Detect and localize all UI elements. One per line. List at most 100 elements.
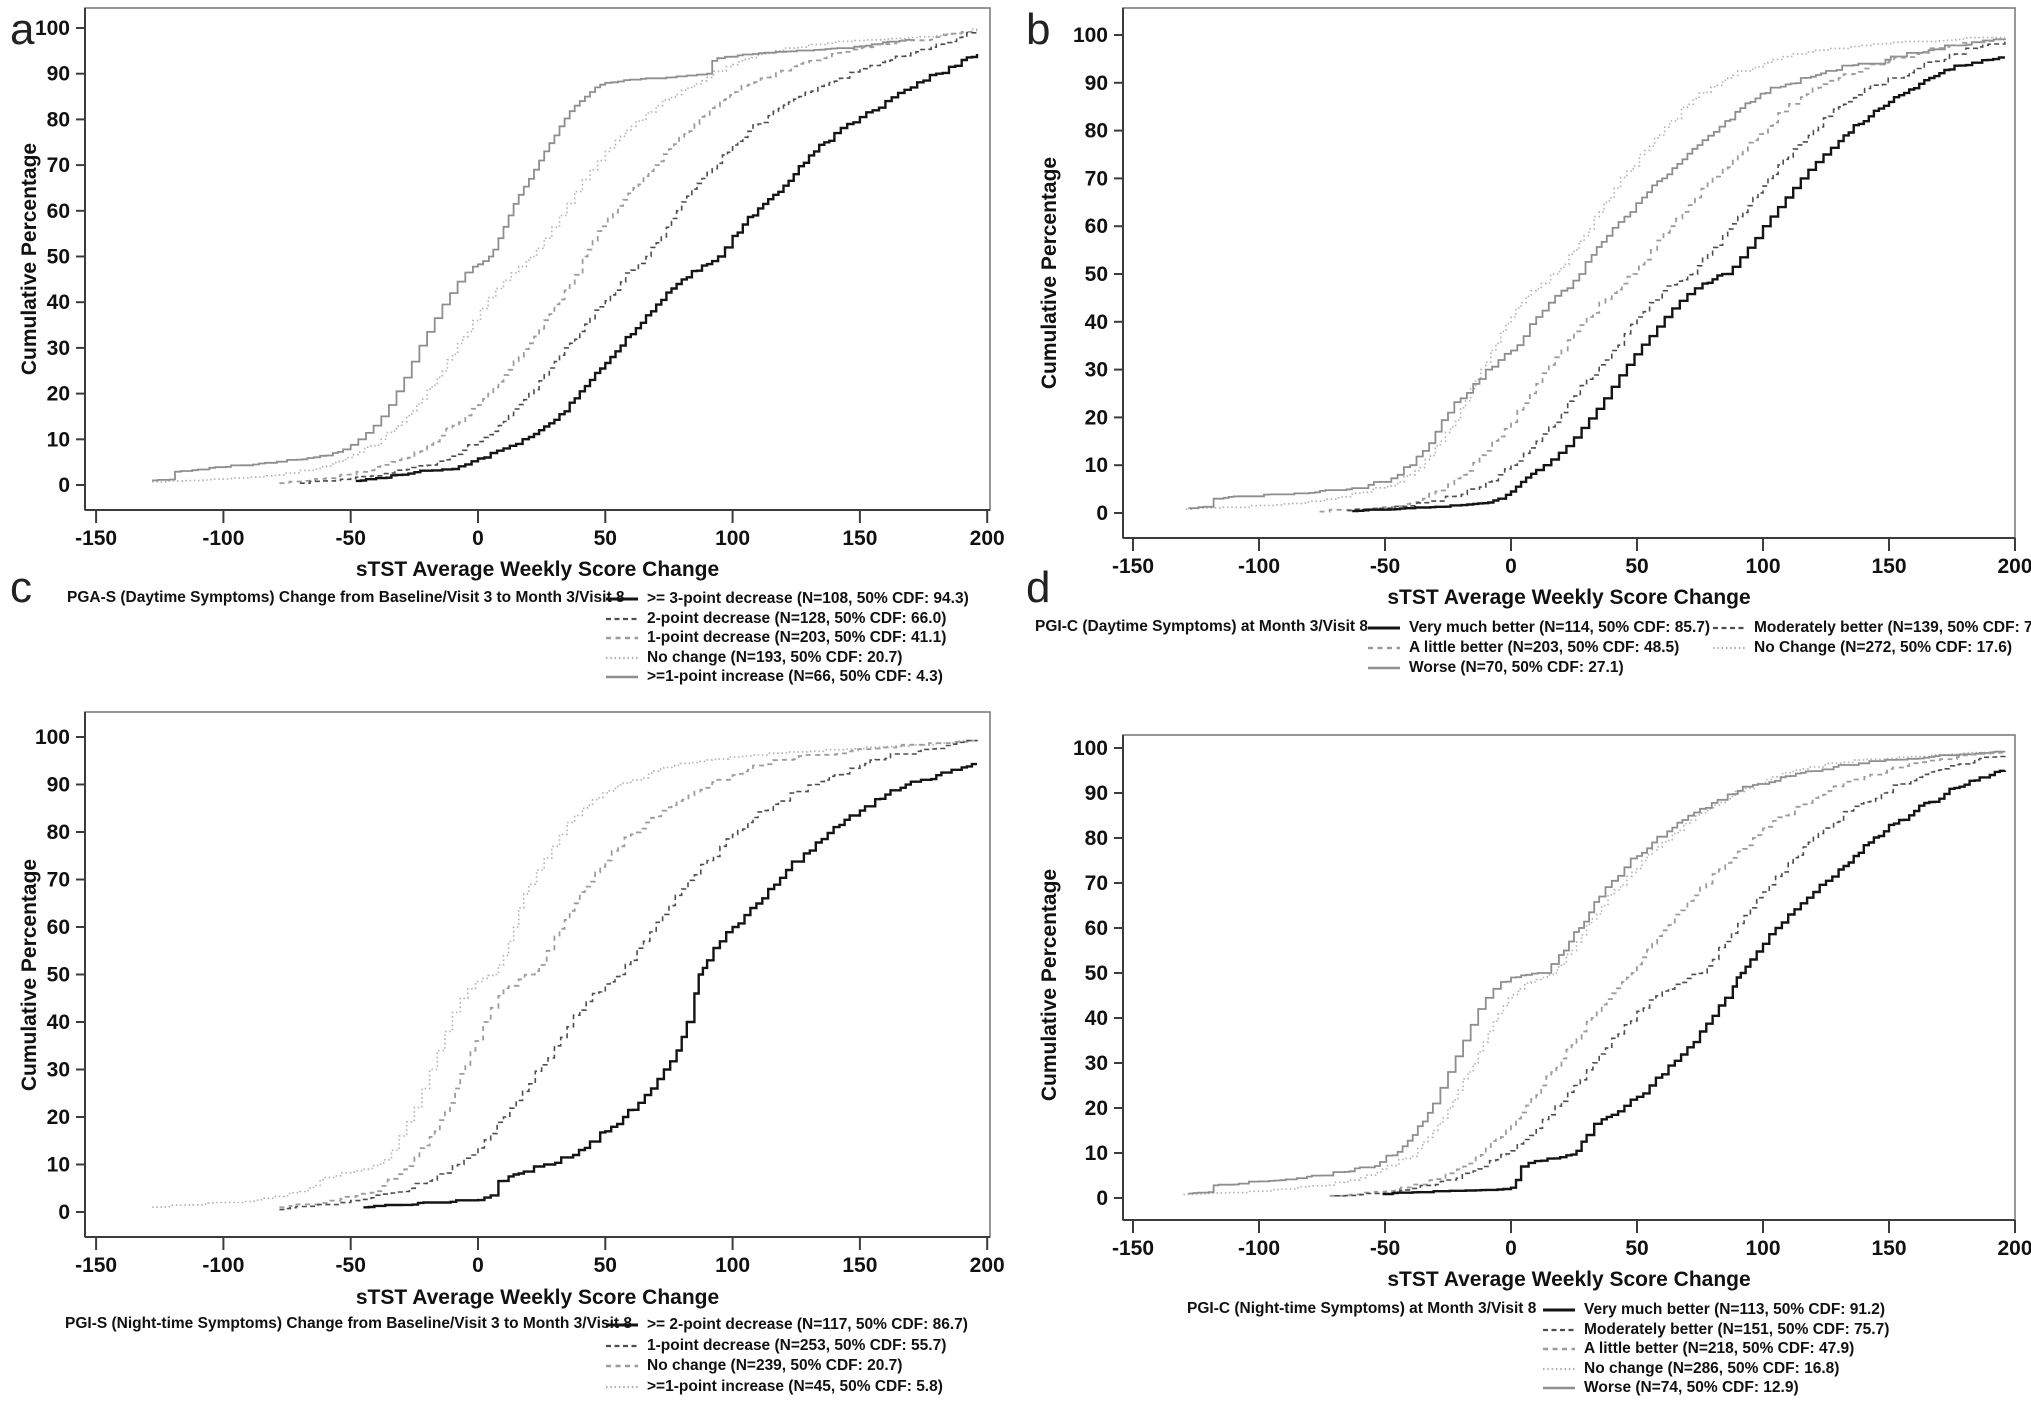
y-tick-label: 30 [1085,1052,1108,1075]
y-tick-label: 90 [1085,72,1108,95]
panel-plot-c: 0 10 20 30 40 50 60 70 80 90 100 -150 -100 -50 0 50 100 1… [35,711,1005,1277]
y-tick-label: 0 [58,474,70,497]
legend-item: >= 2-point decrease (N=117, 50% CDF: 86.… [605,1315,968,1335]
legend-title-d: PGI-C (Night-time Symptoms) at Month 3/V… [1187,1300,1537,1317]
y-tick-label: 90 [1085,782,1108,805]
legend-item-label: >=1-point increase (N=45, 50% CDF: 5.8) [647,1377,943,1395]
legend-title-c: PGI-S (Night-time Symptoms) Change from … [65,1315,632,1332]
x-tick-label: 150 [842,1254,877,1277]
y-tick-label: 50 [47,964,70,987]
cdf-curve [1183,750,2006,1196]
cdf-curve [1319,38,2006,513]
x-tick-label: -150 [1112,555,1154,578]
legend-item: 1-point decrease (N=253, 50% CDF: 55.7) [605,1336,946,1356]
legend-item: Very much better (N=113, 50% CDF: 91.2) [1542,1300,1885,1320]
legend-swatch-dash-dark [1543,1328,1575,1331]
legend-swatch-dot-light [606,656,638,659]
y-tick-label: 80 [1085,120,1108,143]
cdf-curve [1188,38,2006,510]
legend-swatch-dash-light [1368,646,1400,650]
legend-item: No change (N=193, 50% CDF: 20.7) [605,648,902,668]
x-axis-title-b: sTST Average Weekly Score Change [1387,586,1751,609]
y-tick-label: 40 [1085,1007,1108,1030]
x-tick-label: 100 [715,527,750,550]
legend-item-label: A little better (N=218, 50% CDF: 47.9) [1584,1340,1855,1357]
x-tick-label: -150 [1112,1237,1154,1260]
cdf-curve [1334,754,2006,1197]
y-tick-label: 40 [47,291,70,314]
cdf-curve [1352,56,2005,513]
legend-item: Moderately better (N=139, 50% CDF: 72.1) [1712,618,2031,638]
legend-swatch-solid-gray [606,675,638,679]
x-axis-title-c: sTST Average Weekly Score Change [355,1286,720,1309]
legend-swatch-dot-light [1543,1367,1575,1370]
legend-item-label: Worse (N=70, 50% CDF: 27.1) [1409,659,1624,676]
cdf-curve [279,739,978,1211]
y-tick-label: 20 [1085,406,1108,429]
cdf-curve [1188,750,2005,1195]
legend-swatch-solid-gray [1543,1386,1575,1390]
x-tick-label: 200 [1997,555,2031,578]
y-tick-label: 20 [47,1106,70,1129]
legend-item: Worse (N=74, 50% CDF: 12.9) [1542,1378,1799,1398]
plot-box [84,711,991,1238]
legend-swatch-dash-light [606,1364,638,1368]
legend-item-label: Worse (N=74, 50% CDF: 12.9) [1584,1379,1799,1396]
legend-item-label: >= 2-point decrease (N=117, 50% CDF: 86.… [647,1316,968,1333]
y-tick-label: 10 [1085,1142,1108,1165]
y-tick-label: 80 [47,821,70,844]
x-tick-label: 0 [1505,555,1517,578]
panel-plot-b: 0 10 20 30 40 50 60 70 80 90 100 -150 -100 -50 0 50 100 1… [1073,7,2031,578]
y-tick-label: 90 [47,63,70,86]
y-tick-label: 0 [1096,502,1108,525]
x-tick-label: 150 [1871,1237,1906,1260]
panel-plot-d: 0 10 20 30 40 50 60 70 80 90 100 -150 -100 -50 0 50 100 1… [1073,734,2031,1260]
legend-item: No Change (N=272, 50% CDF: 17.6) [1712,638,2012,658]
cdf-curve [1382,769,2007,1196]
x-tick-label: 200 [970,1254,1005,1277]
y-tick-label: 50 [1085,962,1108,985]
x-tick-label: 100 [1745,555,1780,578]
cdf-curve [279,29,977,485]
y-tick-label: 30 [47,337,70,360]
y-tick-label: 70 [47,154,70,177]
panel-letter-c: c [10,563,32,612]
panel-letter-b: b [1026,5,1051,54]
legend-swatch-dash-light [1543,1347,1575,1351]
y-tick-label: 40 [47,1011,70,1034]
x-tick-label: -50 [1370,555,1400,578]
legend-item-label: Very much better (N=113, 50% CDF: 91.2) [1584,1301,1886,1318]
y-tick-label: 50 [1085,263,1108,286]
y-tick-label: 100 [35,726,70,749]
y-tick-label: 80 [47,108,70,131]
legend-item: Moderately better (N=151, 50% CDF: 75.7) [1542,1320,1889,1340]
legend-item-label: 1-point decrease (N=253, 50% CDF: 55.7) [647,1336,947,1354]
y-tick-label: 60 [47,200,70,223]
x-tick-label: 0 [472,527,484,550]
x-tick-label: -50 [336,527,366,550]
cdf-curve [152,28,978,483]
x-tick-label: -50 [1370,1237,1400,1260]
y-tick-label: 70 [1085,167,1108,190]
legend-item-label: Very much better (N=114, 50% CDF: 85.7) [1409,619,1711,636]
legend-swatch-dash-dark [1713,626,1745,630]
y-tick-label: 30 [47,1059,70,1082]
y-tick-label: 20 [47,383,70,406]
y-tick-label: 80 [1085,827,1108,850]
legend-item: A little better (N=218, 50% CDF: 47.9) [1542,1339,1854,1359]
legend-swatch-dash-dark [606,617,638,620]
x-axis-title-a: sTST Average Weekly Score Change [355,558,720,581]
x-tick-label: 0 [472,1254,484,1277]
y-axis-title-a: Cumulative Percentage [18,142,41,376]
legend-item-label: Moderately better (N=151, 50% CDF: 75.7) [1584,1320,1890,1338]
panel-plot-a: 0 10 20 30 40 50 60 70 80 90 100 -150 -100 -50 0 50 100 1… [35,7,1005,550]
y-tick-label: 10 [47,1154,70,1177]
legend-item: >=1-point increase (N=45, 50% CDF: 5.8) [605,1377,943,1397]
y-tick-label: 10 [1085,454,1108,477]
panel-letter-a: a [10,5,35,54]
cdf-curve [355,54,979,483]
y-axis-title-c: Cumulative Percentage [18,858,41,1092]
legend-title-b: PGI-C (Daytime Symptoms) at Month 3/Visi… [1035,618,1369,635]
y-tick-label: 0 [1096,1187,1108,1210]
